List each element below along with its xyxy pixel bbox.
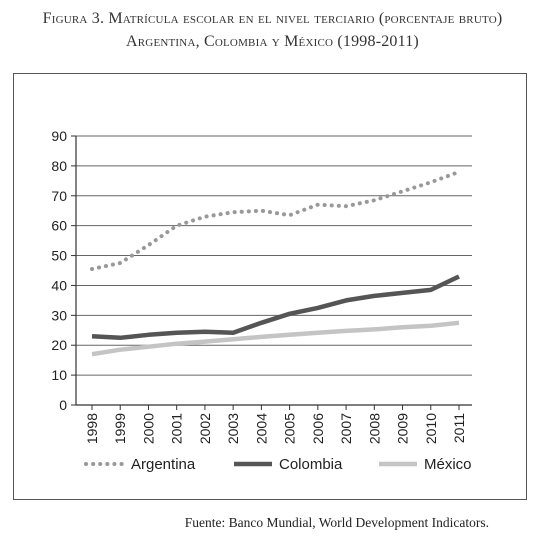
y-tick-label-10: 10 bbox=[51, 367, 67, 383]
legend-label-argentina: Argentina bbox=[131, 456, 196, 473]
y-tick-label-0: 0 bbox=[59, 397, 67, 413]
y-tick-label-30: 30 bbox=[51, 307, 67, 323]
x-tick-label-2007: 2007 bbox=[338, 413, 354, 444]
y-tick-label-50: 50 bbox=[51, 248, 67, 264]
x-tick-label-2004: 2004 bbox=[253, 413, 269, 444]
x-tick-label-2009: 2009 bbox=[395, 413, 411, 444]
x-tick-label-1998: 1998 bbox=[84, 413, 100, 444]
y-tick-label-80: 80 bbox=[51, 158, 67, 174]
x-tick-label-2008: 2008 bbox=[366, 413, 382, 444]
x-tick-label-2001: 2001 bbox=[169, 413, 185, 444]
source-note: Fuente: Banco Mundial, World Development… bbox=[184, 515, 489, 530]
x-tick-label-2011: 2011 bbox=[451, 413, 467, 443]
x-tick-label-2003: 2003 bbox=[225, 413, 241, 444]
x-tick-label-2010: 2010 bbox=[423, 413, 439, 444]
x-tick-label-2000: 2000 bbox=[140, 413, 156, 444]
y-tick-label-70: 70 bbox=[51, 188, 67, 204]
legend-label-mxico: México bbox=[424, 456, 472, 473]
x-tick-label-2006: 2006 bbox=[310, 413, 326, 444]
y-tick-label-20: 20 bbox=[51, 337, 67, 353]
x-tick-label-2005: 2005 bbox=[282, 413, 298, 444]
series-line-colombia bbox=[91, 274, 460, 341]
chart-frame: 0 10 20 30 40 50 60 70 80 90 1998 1999 2000 2001 2002 2… bbox=[13, 73, 527, 500]
y-tick-label-60: 60 bbox=[51, 218, 67, 234]
x-tick-label-2002: 2002 bbox=[197, 413, 213, 444]
series-line-mxico bbox=[91, 320, 460, 357]
y-tick-label-40: 40 bbox=[51, 277, 67, 293]
legend-label-colombia: Colombia bbox=[279, 456, 343, 473]
figure-title-line1: Figura 3. Matrícula escolar en el nivel … bbox=[42, 10, 503, 27]
series-line-argentina bbox=[90, 169, 461, 271]
x-tick-label-1999: 1999 bbox=[112, 413, 128, 444]
line-chart: 0 10 20 30 40 50 60 70 80 90 1998 1999 2000 2001 2002 2… bbox=[51, 128, 472, 473]
figure-title-line2: Argentina, Colombia y México (1998-2011) bbox=[126, 33, 419, 50]
y-tick-label-90: 90 bbox=[51, 128, 67, 144]
